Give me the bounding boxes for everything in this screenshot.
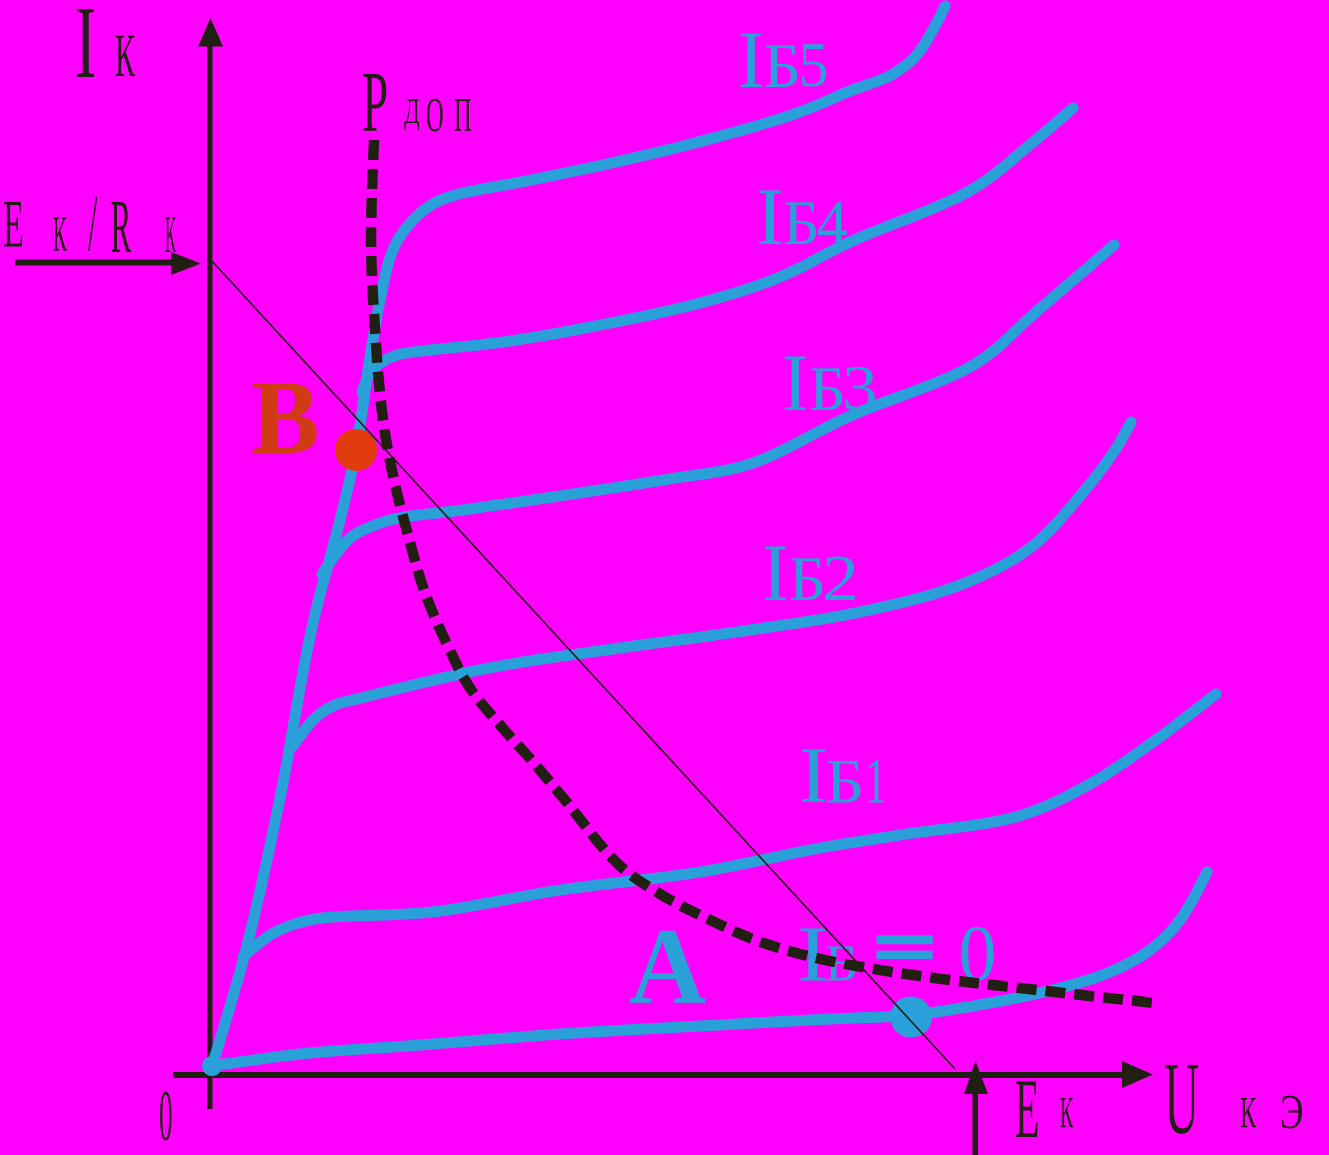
svg-text:I: I (75, 0, 96, 100)
svg-text:К: К (115, 23, 135, 90)
svg-text:E: E (1015, 1063, 1039, 1155)
svg-text:Б: Б (789, 543, 826, 614)
svg-text:0: 0 (159, 1075, 173, 1155)
svg-text:К: К (1060, 1090, 1073, 1138)
svg-text:5: 5 (799, 30, 829, 100)
svg-text:Б: Б (764, 30, 801, 100)
svg-text:О: О (426, 88, 444, 142)
svg-text:Э: Э (1280, 1086, 1303, 1140)
svg-text:3: 3 (842, 352, 878, 423)
svg-text:А: А (629, 907, 706, 1027)
svg-text:I: I (782, 337, 808, 428)
svg-text:I: I (738, 14, 764, 105)
svg-text:U: U (1164, 1041, 1199, 1155)
svg-text:Б: Б (809, 353, 846, 424)
svg-text:В: В (251, 359, 320, 477)
svg-text:Д: Д (404, 91, 420, 132)
svg-text:К: К (53, 207, 68, 263)
svg-text:/: / (88, 179, 98, 268)
svg-text:4: 4 (817, 188, 848, 259)
svg-text:К: К (165, 206, 176, 264)
svg-text:Б: Б (825, 748, 864, 818)
svg-text:Б: Б (783, 187, 820, 258)
svg-text:2: 2 (822, 543, 859, 615)
svg-text:I: I (756, 171, 784, 262)
svg-text:I: I (799, 732, 828, 819)
svg-text:E: E (3, 186, 24, 262)
svg-text:П: П (454, 88, 472, 142)
svg-text:К: К (1240, 1087, 1256, 1136)
svg-text:R: R (111, 184, 132, 269)
svg-text:I: I (762, 527, 788, 618)
svg-text:1: 1 (865, 745, 887, 816)
svg-text:Р: Р (362, 55, 388, 151)
